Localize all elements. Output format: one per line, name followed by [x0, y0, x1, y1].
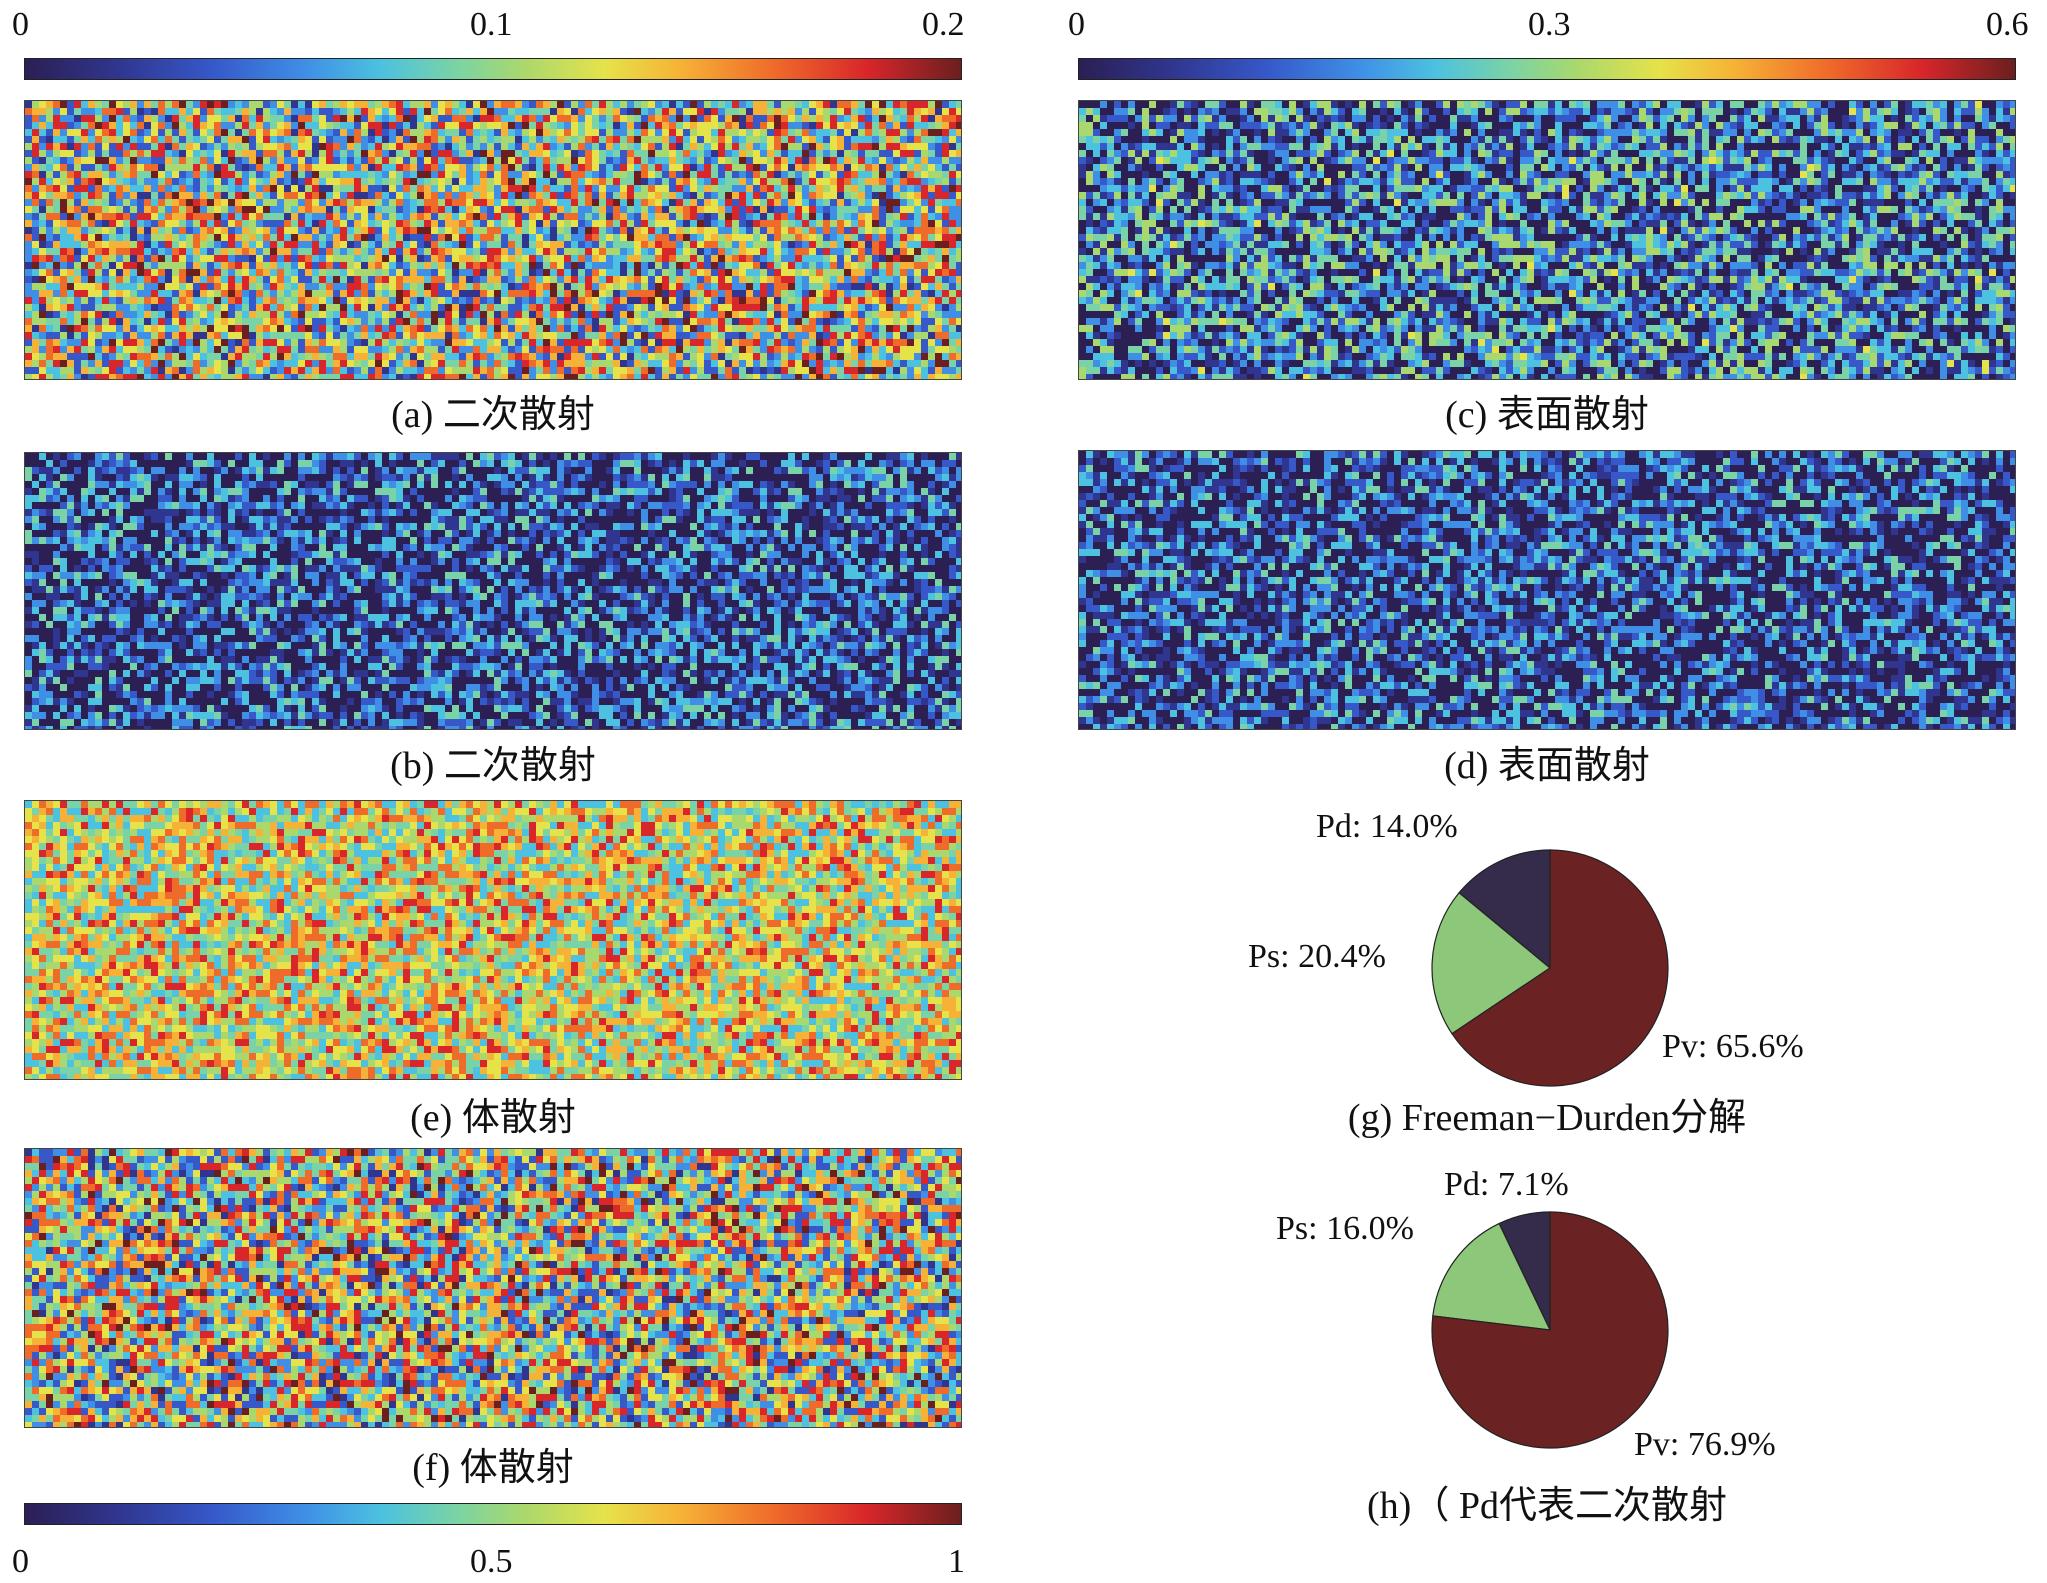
heatmap-panel-c — [1078, 100, 2016, 380]
colorbar-tick: 0.3 — [1528, 8, 1571, 42]
caption-f: (f) 体散射 — [24, 1448, 962, 1488]
pie-slice-pv — [1451, 849, 1669, 1087]
caption-c: (c) 表面散射 — [1078, 395, 2016, 435]
colorbar-tick: 0 — [12, 1545, 29, 1579]
heatmap-panel-a — [24, 100, 962, 380]
pie-slice-pd — [1458, 849, 1551, 970]
heatmap-panel-d — [1078, 450, 2016, 730]
pie-slice-ps — [1432, 1222, 1552, 1331]
caption-e: (e) 体散射 — [24, 1098, 962, 1138]
heatmap-a — [25, 101, 961, 379]
colorbar-top-left — [24, 58, 962, 80]
colorbar-tick: 0.2 — [922, 8, 965, 42]
pie-g-label-ps: Ps: 20.4% — [1248, 940, 1386, 974]
pie-h-label-ps: Ps: 16.0% — [1276, 1212, 1414, 1246]
pie-h-label-pd: Pd: 7.1% — [1444, 1168, 1569, 1202]
pie-g-label-pv: Pv: 65.6% — [1662, 1030, 1804, 1064]
caption-a: (a) 二次散射 — [24, 395, 962, 435]
colorbar-tick: 0.5 — [470, 1545, 513, 1579]
heatmap-panel-f — [24, 1148, 962, 1428]
heatmap-panel-b — [24, 452, 962, 730]
heatmap-d — [1079, 451, 2015, 729]
caption-d: (d) 表面散射 — [1078, 746, 2016, 786]
caption-g: (g) Freeman−Durden分解 — [1078, 1098, 2016, 1138]
pie-chart-h — [1431, 1211, 1669, 1449]
colorbar-tick: 0.1 — [470, 8, 513, 42]
pie-h-label-pv: Pv: 76.9% — [1634, 1428, 1776, 1462]
heatmap-panel-e — [24, 800, 962, 1080]
colorbar-top-right — [1078, 58, 2016, 80]
colorbar-tick: 0 — [1068, 8, 1085, 42]
caption-h: (h)（ Pd代表二次散射 — [1078, 1486, 2016, 1526]
heatmap-e — [25, 801, 961, 1079]
colorbar-tick: 1 — [948, 1545, 965, 1579]
caption-b: (b) 二次散射 — [24, 746, 962, 786]
colorbar-bottom — [24, 1503, 962, 1525]
heatmap-b — [25, 453, 961, 729]
pie-g-label-pd: Pd: 14.0% — [1316, 810, 1458, 844]
colorbar-tick: 0 — [12, 8, 29, 42]
heatmap-f — [25, 1149, 961, 1427]
pie-slice-ps — [1431, 891, 1552, 1035]
heatmap-c — [1079, 101, 2015, 379]
pie-slice-pv — [1431, 1211, 1669, 1449]
pie-chart-g — [1431, 849, 1669, 1087]
colorbar-tick: 0.6 — [1986, 8, 2029, 42]
